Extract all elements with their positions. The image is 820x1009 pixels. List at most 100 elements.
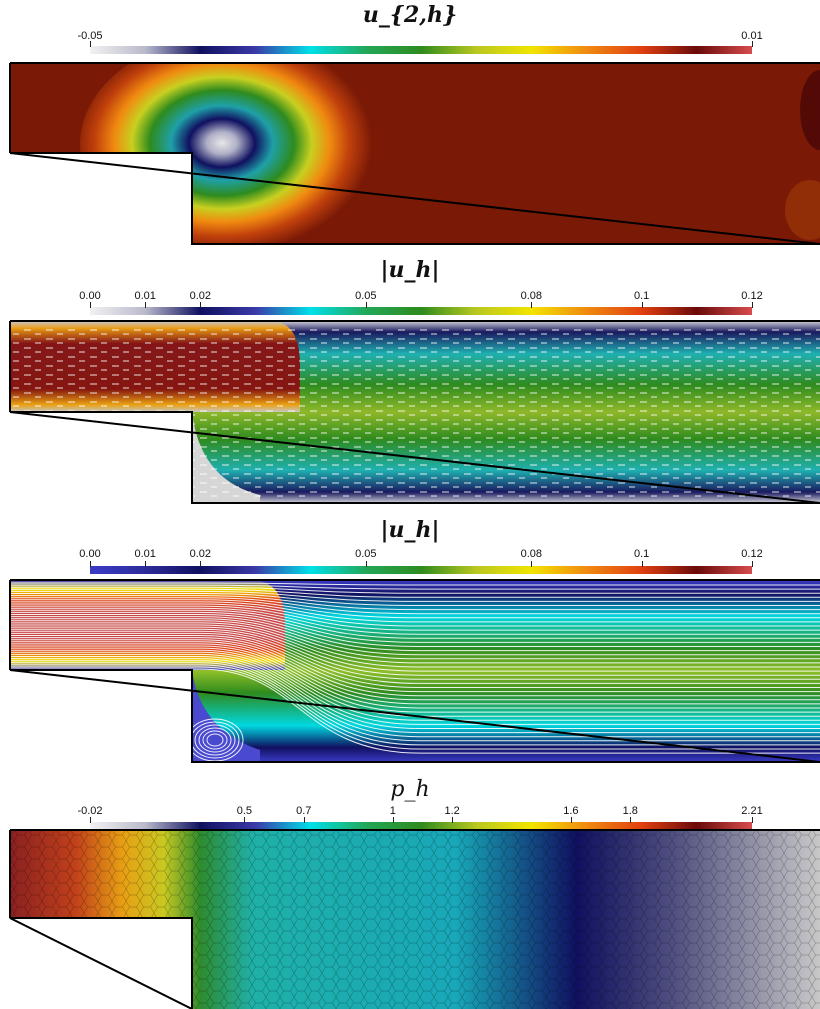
colorbar-tick <box>752 561 753 567</box>
colorbar-tick <box>752 302 753 308</box>
colorbar-tick <box>630 817 631 823</box>
streamline <box>10 645 820 709</box>
field-plot <box>9 829 820 1009</box>
streamline <box>10 595 820 611</box>
colorbar-tick <box>642 302 643 308</box>
streamline <box>10 653 820 725</box>
colorbar-tick-label: 0.00 <box>79 290 101 302</box>
colorbar-tick-label: 0.01 <box>134 290 156 302</box>
streamline <box>10 624 820 668</box>
streamline <box>10 586 820 594</box>
streamline <box>10 609 820 639</box>
panel-pressure: p_h -0.02 0.5 0.7 1 1.2 1.6 1.8 2.21 <box>0 775 820 1009</box>
panel-u2: u_{2,h} -0.05 0.01 <box>0 0 820 250</box>
colorbar-tick <box>393 817 394 823</box>
streamline <box>10 666 820 750</box>
colorbar-tick-label: 1.2 <box>444 805 460 817</box>
streamline <box>10 630 820 680</box>
colorbar-tick-label: 1.6 <box>563 805 579 817</box>
colorbar-tick <box>304 817 305 823</box>
streamline <box>10 597 820 615</box>
streamline <box>10 584 820 590</box>
colorbar-tick-label: 0.12 <box>741 548 763 560</box>
colorbar-tick <box>531 561 532 567</box>
colorbar-tick-label: 0.00 <box>79 548 101 560</box>
colorbar-tick <box>642 561 643 567</box>
streamline <box>10 603 820 627</box>
colorbar-tick <box>366 302 367 308</box>
streamline <box>10 668 820 754</box>
streamline <box>10 607 820 635</box>
colorbar-gradient <box>90 566 752 574</box>
colorbar-tick <box>90 302 91 308</box>
colorbar-tick-label: 0.02 <box>189 548 212 560</box>
recirculation-streamline <box>202 730 228 750</box>
title-text: |u_h| <box>380 517 440 543</box>
colorbar-gradient <box>90 307 752 315</box>
panel-title: |u_h| <box>0 257 820 283</box>
streamline <box>10 660 820 738</box>
panel-title: p_h <box>0 777 820 802</box>
streamline <box>10 664 820 746</box>
colorbar-tick <box>366 561 367 567</box>
colorbar-tick <box>90 41 91 47</box>
field-plot <box>9 62 820 245</box>
streamline <box>10 651 820 721</box>
streamline <box>10 656 820 729</box>
title-text: p_h <box>390 777 430 802</box>
streamline <box>10 637 820 693</box>
streamline <box>10 601 820 623</box>
streamline <box>10 588 820 598</box>
streamline <box>10 616 820 652</box>
colorbar-tick-label: 0.1 <box>634 548 650 560</box>
streamline <box>10 647 820 713</box>
streamline <box>10 641 820 701</box>
recirculation-streamline <box>194 724 236 756</box>
colorbar-tick <box>90 817 91 823</box>
streamline <box>10 590 820 602</box>
colorbar-tick <box>452 817 453 823</box>
streamline <box>10 649 820 717</box>
colorbar-tick-label: 0.01 <box>741 30 763 42</box>
colorbar-tick-label: -0.05 <box>77 30 103 42</box>
colorbar-tick-label: 0.02 <box>189 290 212 302</box>
title-text: |u_h| <box>380 257 440 283</box>
colorbar-tick-label: 0.08 <box>520 290 543 302</box>
panel-title: |u_h| <box>0 517 820 543</box>
colorbar-tick-label: 0.05 <box>355 290 377 302</box>
recirculation-streamline <box>198 727 232 753</box>
colorbar-tick <box>244 817 245 823</box>
panel-umag-arrows: |u_h| 0.00 0.01 0.02 0.05 0.08 0.1 0.12 <box>0 255 820 510</box>
colorbar-tick-label: 0.12 <box>741 290 763 302</box>
streamline <box>10 618 820 656</box>
streamline <box>10 599 820 619</box>
streamline <box>10 662 820 742</box>
colorbar-tick <box>752 41 753 47</box>
streamline <box>10 620 820 660</box>
streamline <box>10 614 820 647</box>
colorbar-tick <box>145 302 146 308</box>
colorbar-tick <box>531 302 532 308</box>
title-text: u_{2,h} <box>362 2 458 28</box>
field-plot <box>9 579 820 763</box>
streamline <box>10 593 820 606</box>
colorbar-tick-label: 2.21 <box>741 805 763 817</box>
streamline <box>10 622 820 664</box>
field-plot <box>9 320 820 504</box>
colorbar-tick-label: 0.08 <box>520 548 543 560</box>
streamline <box>10 639 820 697</box>
colorbar-tick-label: 0.1 <box>634 290 650 302</box>
colorbar-tick <box>752 817 753 823</box>
colorbar-tick-label: 0.7 <box>296 805 312 817</box>
streamline <box>10 611 820 643</box>
colorbar-tick-label: 1 <box>389 805 396 817</box>
colorbar-tick-label: 0.01 <box>134 548 156 560</box>
colorbar-tick-label: -0.02 <box>77 805 103 817</box>
colorbar-tick-label: 0.05 <box>355 548 377 560</box>
streamline <box>10 658 820 734</box>
colorbar-tick <box>90 561 91 567</box>
colorbar-gradient <box>90 822 752 830</box>
colorbar-tick <box>571 817 572 823</box>
streamline <box>10 628 820 676</box>
streamline <box>10 643 820 705</box>
